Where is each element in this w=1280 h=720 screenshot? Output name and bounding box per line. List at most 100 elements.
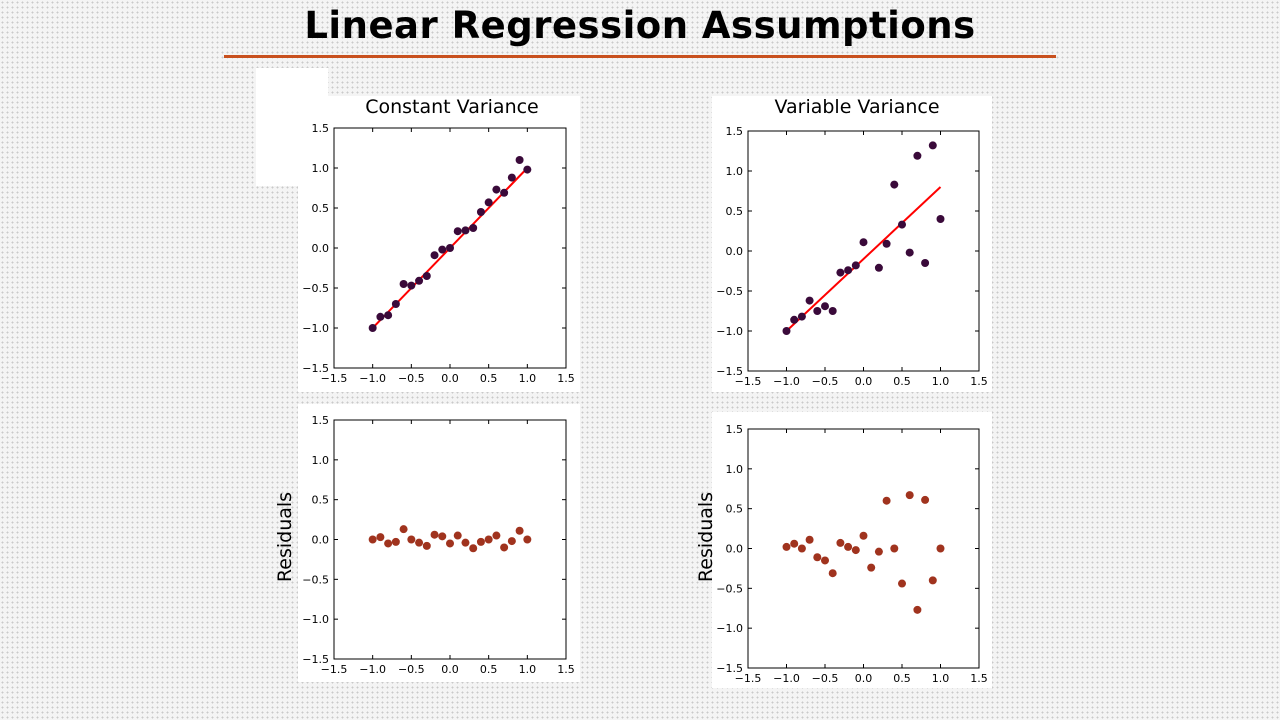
x-tick-label: 0.0 — [441, 663, 459, 676]
data-point — [430, 251, 439, 260]
slide-title: Linear Regression Assumptions — [304, 4, 976, 47]
data-point — [797, 312, 806, 321]
y-tick-label: 0.0 — [312, 534, 330, 547]
regression-line — [785, 186, 942, 332]
y-tick-label: −1.5 — [302, 653, 329, 666]
data-point — [936, 544, 945, 553]
x-tick-label: 0.5 — [893, 375, 911, 388]
data-point — [399, 280, 408, 288]
variable-residuals-ylabel: Residuals — [695, 491, 717, 583]
data-point — [391, 300, 400, 308]
x-tick-label: 0.0 — [441, 372, 459, 385]
data-point — [476, 208, 485, 216]
variable-variance-title: Variable Variance — [774, 96, 940, 118]
data-point — [438, 532, 447, 541]
data-point — [415, 538, 424, 547]
data-point — [469, 544, 478, 553]
data-point — [844, 266, 853, 275]
data-point — [813, 307, 822, 315]
data-point — [507, 537, 516, 546]
data-point — [928, 576, 937, 585]
y-tick-label: 0.5 — [726, 503, 744, 516]
y-tick-label: 1.5 — [726, 423, 744, 436]
y-tick-label: −0.5 — [716, 285, 743, 298]
y-tick-label: −1.5 — [716, 662, 743, 675]
x-tick-label: 1.0 — [932, 672, 950, 685]
data-point — [936, 215, 945, 223]
data-point — [507, 173, 516, 182]
y-tick-label: 1.5 — [312, 122, 330, 135]
data-point — [851, 261, 860, 270]
data-point — [430, 530, 439, 539]
x-tick-label: 0.5 — [893, 672, 911, 685]
data-point — [836, 268, 845, 277]
data-point — [828, 307, 837, 315]
data-point — [407, 535, 416, 544]
x-tick-label: 1.5 — [557, 663, 575, 676]
x-tick-label: −1.0 — [773, 672, 800, 685]
x-tick-label: 0.5 — [480, 663, 498, 676]
data-point — [484, 198, 493, 207]
constant-variance-title: Constant Variance — [365, 96, 539, 118]
y-tick-label: −0.5 — [716, 582, 743, 595]
x-tick-label: 1.5 — [970, 672, 988, 685]
data-point — [368, 535, 377, 544]
y-tick-label: 1.0 — [312, 454, 330, 467]
data-point — [874, 547, 883, 556]
x-tick-label: 1.0 — [519, 372, 537, 385]
data-point — [492, 185, 501, 194]
y-tick-label: −0.5 — [302, 282, 329, 295]
x-tick-label: −1.5 — [321, 372, 348, 385]
data-point — [905, 491, 914, 500]
y-tick-label: 1.0 — [726, 463, 744, 476]
y-tick-label: 0.0 — [726, 543, 744, 556]
variable-variance-residual-plot: −1.5 −1.0 −0.5 0.0 0.5 1.0 1.5 −1.5 −1.0 −0.5 0.0 0… — [716, 423, 987, 685]
y-tick-label: −1.5 — [716, 365, 743, 378]
data-point — [890, 544, 899, 553]
data-point — [790, 315, 799, 324]
y-tick-label: 0.5 — [726, 205, 744, 218]
data-point — [461, 538, 470, 547]
data-point — [836, 538, 845, 547]
data-point — [446, 539, 454, 548]
y-tick-label: 0.5 — [312, 494, 330, 507]
data-point — [384, 539, 393, 548]
data-point — [376, 312, 385, 321]
data-point — [376, 533, 385, 542]
y-tick-label: −1.0 — [302, 613, 329, 626]
data-point — [913, 151, 922, 160]
data-point — [500, 543, 509, 552]
data-point — [500, 188, 509, 197]
data-point — [407, 281, 416, 290]
x-tick-label: 0.0 — [855, 672, 873, 685]
data-point — [859, 238, 868, 247]
data-point — [391, 537, 400, 546]
data-point — [422, 541, 431, 550]
y-tick-label: 1.0 — [726, 165, 744, 178]
data-point — [453, 227, 462, 236]
x-tick-label: 1.5 — [970, 375, 988, 388]
data-point — [523, 535, 532, 544]
data-point — [515, 156, 524, 164]
data-point — [898, 220, 906, 229]
x-tick-label: 1.0 — [932, 375, 950, 388]
x-tick-label: −1.0 — [359, 372, 386, 385]
x-tick-label: −1.5 — [735, 375, 762, 388]
plot-frame — [747, 130, 980, 372]
data-point — [399, 525, 408, 534]
x-tick-label: −1.0 — [773, 375, 800, 388]
x-tick-label: −0.5 — [398, 372, 425, 385]
data-point — [422, 272, 431, 280]
data-point — [898, 579, 906, 588]
data-point — [921, 495, 930, 504]
constant-residuals-ylabel: Residuals — [274, 491, 296, 583]
data-point — [905, 248, 914, 257]
data-point — [913, 605, 922, 614]
x-tick-label: 0.0 — [855, 375, 873, 388]
variable-variance-fit-plot: −1.5 −1.0 −0.5 0.0 0.5 1.0 1.5 −1.5 −1.0 −0.5 0.0 0… — [716, 125, 987, 388]
x-tick-label: −1.5 — [735, 672, 762, 685]
x-tick-label: −0.5 — [812, 672, 839, 685]
x-tick-label: 1.5 — [557, 372, 575, 385]
y-tick-label: −0.5 — [302, 573, 329, 586]
data-point — [438, 245, 447, 254]
